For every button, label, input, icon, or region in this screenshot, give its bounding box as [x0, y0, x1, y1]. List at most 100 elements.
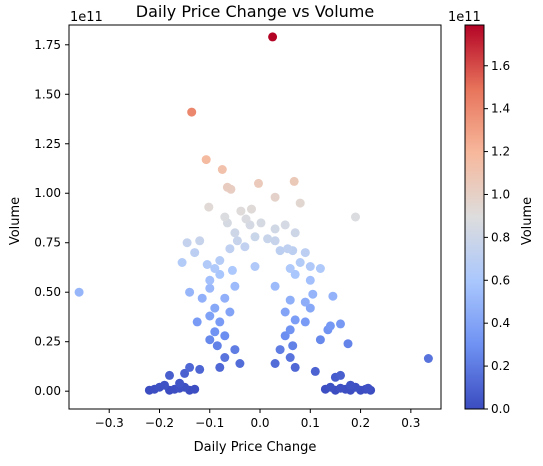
- data-point: [271, 282, 280, 291]
- x-axis-label: Daily Price Change: [194, 440, 317, 455]
- data-point: [230, 282, 239, 291]
- x-tick-label: 0.3: [401, 416, 420, 430]
- data-point: [228, 266, 237, 275]
- data-point: [286, 353, 295, 362]
- data-point: [204, 203, 213, 212]
- data-point: [165, 371, 174, 380]
- data-point: [242, 215, 251, 224]
- data-point: [286, 264, 295, 273]
- data-point: [230, 345, 239, 354]
- y-tick-label: 0.75: [34, 236, 61, 250]
- data-point: [223, 183, 232, 192]
- data-point: [233, 236, 242, 245]
- data-point: [271, 359, 280, 368]
- data-point: [286, 296, 295, 305]
- y-axis-label: Volume: [8, 197, 23, 245]
- data-point: [276, 345, 285, 354]
- data-point: [346, 381, 355, 390]
- data-point: [308, 290, 317, 299]
- data-point: [326, 383, 335, 392]
- data-point: [225, 244, 234, 253]
- data-point: [205, 284, 214, 293]
- data-point: [185, 363, 194, 372]
- data-point: [283, 244, 292, 253]
- x-tick-label: −0.2: [145, 416, 174, 430]
- data-point: [193, 317, 202, 326]
- data-point: [205, 312, 214, 321]
- data-point: [240, 242, 249, 251]
- chart-title: Daily Price Change vs Volume: [136, 2, 374, 21]
- data-point: [336, 371, 345, 380]
- data-point: [205, 335, 214, 344]
- y-tick-label: 1.00: [34, 186, 61, 200]
- data-point: [218, 165, 227, 174]
- data-point: [271, 224, 280, 233]
- data-point: [202, 155, 211, 164]
- data-point: [306, 262, 315, 271]
- data-point: [326, 321, 335, 330]
- colorbar-ticks: 0.0 0.2 0.4 0.6 0.8 1.0 1.2 1.4 1.6: [484, 59, 510, 416]
- y-tick-label: 1.25: [34, 137, 61, 151]
- colorbar-offset-label: 1e11: [448, 10, 481, 25]
- data-point: [316, 335, 325, 344]
- data-point: [351, 213, 360, 222]
- data-point: [210, 327, 219, 336]
- data-point: [247, 205, 256, 214]
- y-tick-label: 1.75: [34, 38, 61, 52]
- data-point: [190, 385, 199, 394]
- x-tick-label: −0.3: [95, 416, 124, 430]
- data-point: [187, 108, 196, 117]
- colorbar-label: Volume: [520, 197, 535, 245]
- data-point: [220, 353, 229, 362]
- data-point: [257, 218, 266, 227]
- data-point: [291, 363, 300, 372]
- data-point: [210, 264, 219, 273]
- y-tick-label: 1.50: [34, 87, 61, 101]
- data-point: [230, 228, 239, 237]
- x-tick-label: −0.1: [195, 416, 224, 430]
- data-point: [251, 262, 260, 271]
- data-point: [235, 359, 244, 368]
- data-point: [215, 256, 224, 265]
- data-point: [316, 264, 325, 273]
- data-point: [336, 384, 345, 393]
- colorbar: [465, 25, 484, 409]
- x-tick-label: 0.1: [301, 416, 320, 430]
- data-point: [160, 381, 169, 390]
- data-point: [183, 238, 192, 247]
- data-point: [301, 298, 310, 307]
- data-point: [424, 354, 433, 363]
- data-point: [311, 367, 320, 376]
- data-point: [296, 258, 305, 267]
- data-point: [296, 199, 305, 208]
- data-point: [336, 319, 345, 328]
- data-point: [175, 379, 184, 388]
- data-point: [281, 220, 290, 229]
- data-point: [291, 228, 300, 237]
- data-point: [291, 315, 300, 324]
- data-point: [328, 292, 337, 301]
- colorbar-tick-label: 0.8: [491, 230, 510, 244]
- data-point: [215, 317, 224, 326]
- data-point: [276, 246, 285, 255]
- data-point: [205, 276, 214, 285]
- data-point: [215, 363, 224, 372]
- x-tick-label: 0.0: [250, 416, 269, 430]
- data-point: [203, 260, 212, 269]
- data-point: [254, 179, 263, 188]
- colorbar-tick-label: 0.2: [491, 359, 510, 373]
- colorbar-tick-label: 0.4: [491, 316, 510, 330]
- data-point: [301, 248, 310, 257]
- data-point: [263, 234, 272, 243]
- colorbar-tick-label: 0.6: [491, 273, 510, 287]
- data-point: [195, 236, 204, 245]
- colorbar-tick-label: 1.6: [491, 59, 510, 73]
- data-point: [213, 341, 222, 350]
- data-point: [290, 177, 299, 186]
- data-point: [344, 339, 353, 348]
- data-point: [220, 294, 229, 303]
- data-point: [286, 325, 295, 334]
- data-point: [190, 248, 199, 257]
- data-point: [271, 193, 280, 202]
